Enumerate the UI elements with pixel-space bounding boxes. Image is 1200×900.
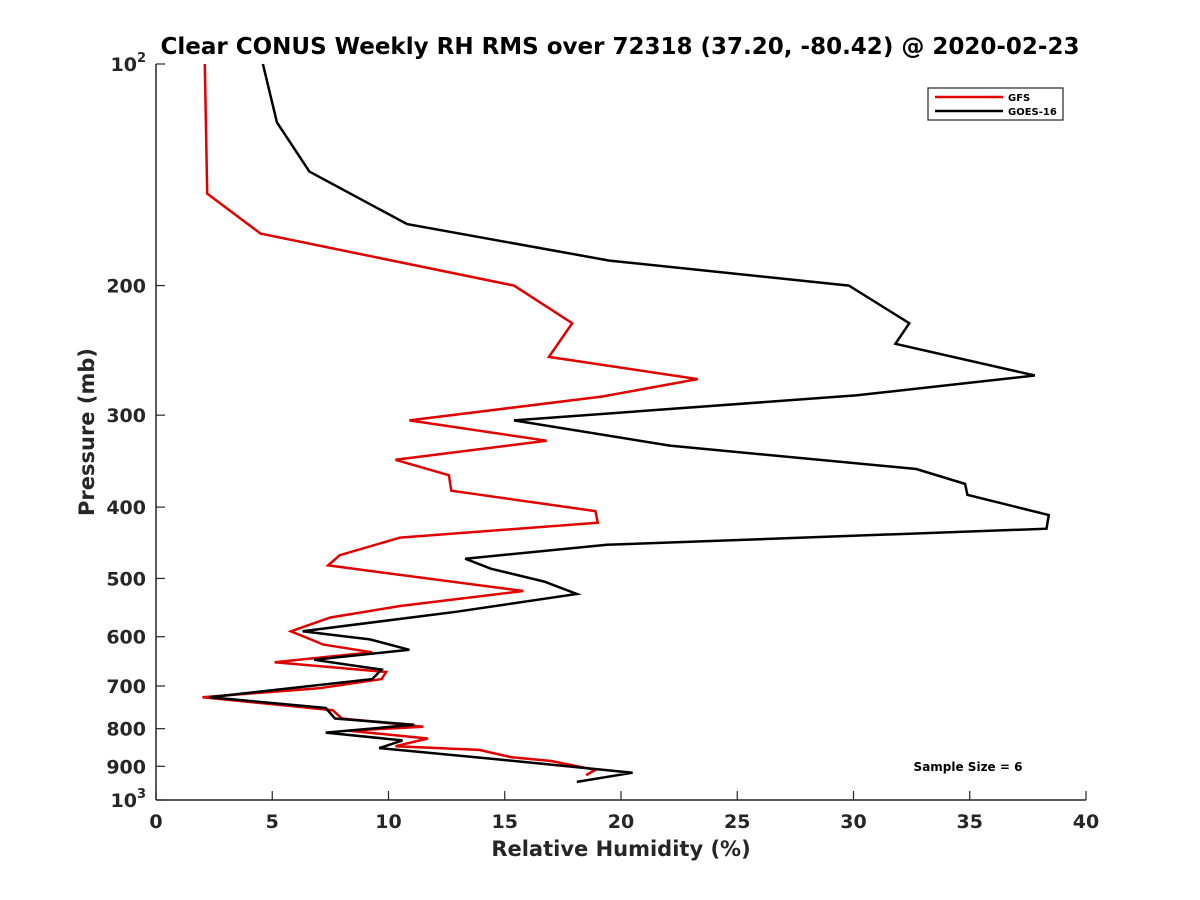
y-tick-label: 500 [106, 568, 146, 590]
x-tick-label: 0 [149, 811, 162, 833]
legend-label-goes16: GOES-16 [1008, 107, 1057, 118]
series-line-goes16 [209, 63, 1051, 784]
y-tick-label-base: 700 [106, 676, 146, 698]
y-tick-label: 103 [111, 787, 147, 812]
y-axis-label: Pressure (mb) [75, 348, 99, 516]
y-tick-label-base: 800 [106, 719, 146, 741]
sample-size-annotation: Sample Size = 6 [914, 760, 1023, 774]
x-axis-label: Relative Humidity (%) [491, 837, 750, 861]
y-tick-label: 600 [106, 627, 146, 649]
x-tick-label: 15 [492, 811, 518, 833]
y-tick-label-base: 400 [106, 497, 146, 519]
x-tick-label: 20 [608, 811, 634, 833]
legend: GFS GOES-16 [927, 87, 1064, 121]
x-tick-label: 35 [957, 811, 983, 833]
x-tick-label: 5 [266, 811, 279, 833]
chart-title: Clear CONUS Weekly RH RMS over 72318 (37… [161, 34, 1080, 60]
y-tick-label: 900 [106, 756, 146, 778]
y-tick-label: 102 [111, 51, 147, 76]
y-tick-label: 700 [106, 676, 146, 698]
x-tick-label: 30 [840, 811, 866, 833]
y-tick-label: 300 [106, 405, 146, 427]
x-tick-label: 40 [1073, 811, 1099, 833]
y-tick-label-base: 500 [106, 568, 146, 590]
y-tick-label-base: 300 [106, 405, 146, 427]
y-tick-label: 200 [106, 276, 146, 298]
y-tick-label-base: 10 [111, 54, 137, 76]
y-tick-label: 800 [106, 719, 146, 741]
y-tick-label-exponent: 3 [137, 787, 146, 802]
y-tick-label-base: 900 [106, 756, 146, 778]
y-tick-label-exponent: 2 [137, 51, 146, 66]
y-tick-label-base: 200 [106, 276, 146, 298]
y-tick-label-base: 600 [106, 627, 146, 649]
legend-label-gfs: GFS [1008, 93, 1030, 104]
x-tick-label: 10 [375, 811, 401, 833]
series-layer [202, 63, 1051, 784]
y-tick-label-base: 10 [111, 790, 137, 812]
legend-box [927, 87, 1064, 121]
plot-area [155, 63, 1086, 801]
y-tick-label: 400 [106, 497, 146, 519]
x-tick-label: 25 [724, 811, 750, 833]
x-axis-ticks: 0 5 10 15 20 25 30 35 40 [149, 791, 1099, 833]
series-line-gfs [202, 63, 698, 777]
